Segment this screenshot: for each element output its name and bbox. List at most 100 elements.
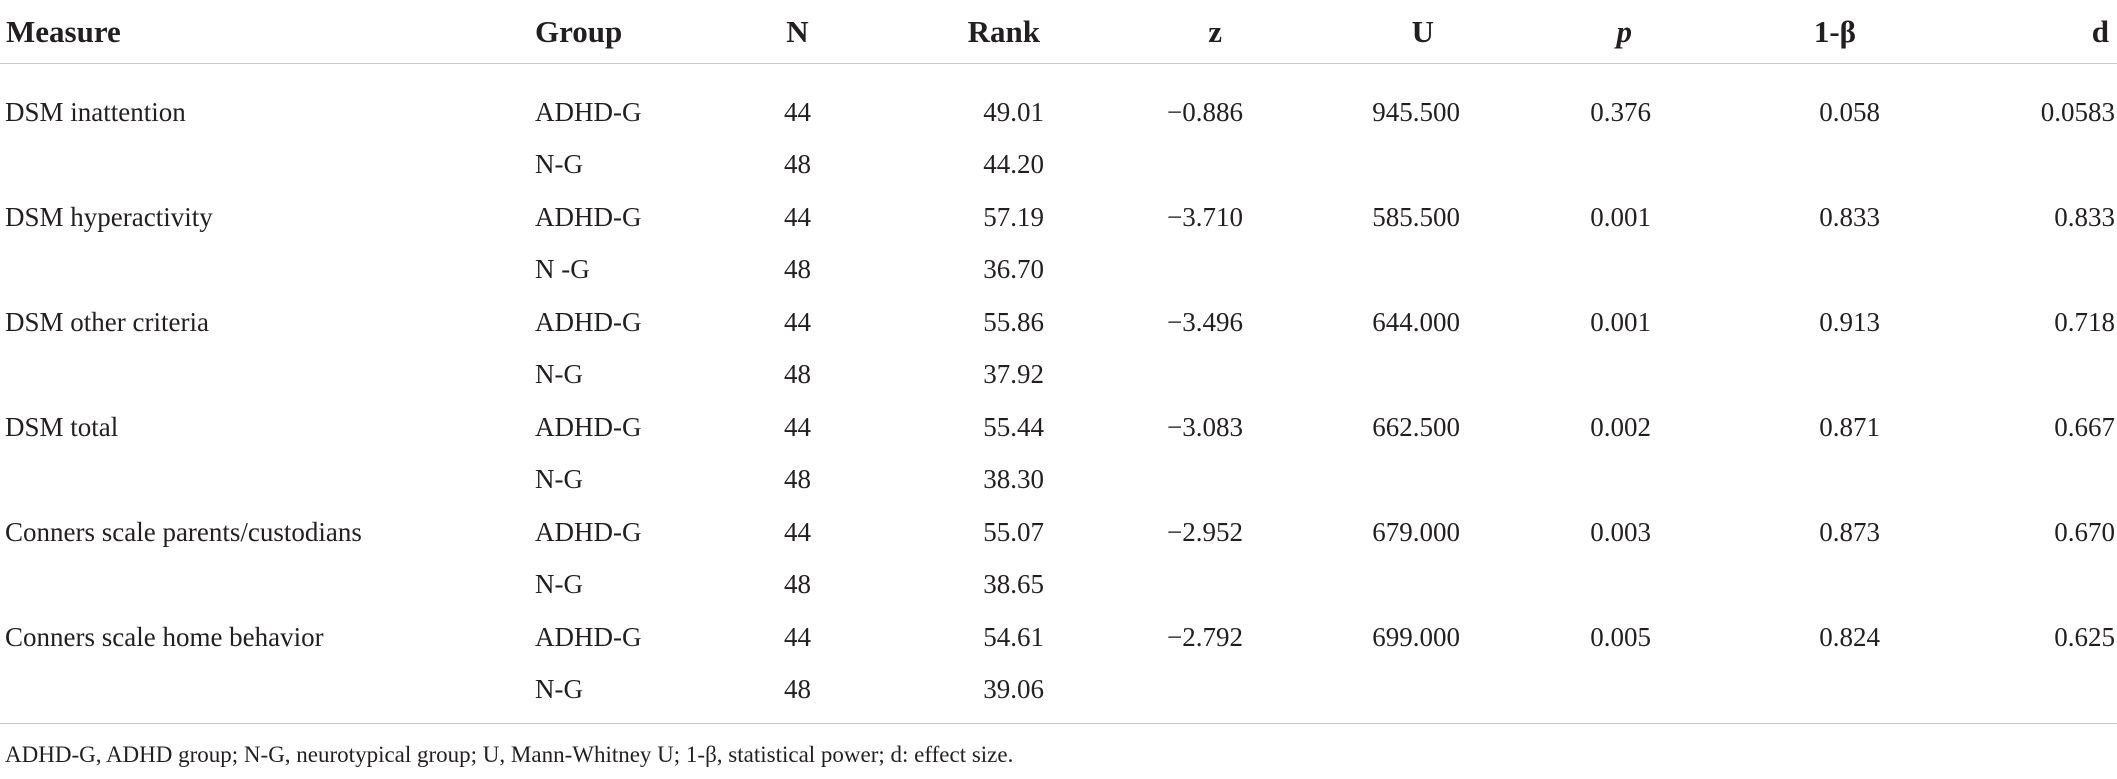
- cell-p: [1490, 139, 1685, 192]
- footnote-divider: [0, 723, 2117, 724]
- cell-power: [1685, 244, 1900, 297]
- cell-power: 0.058: [1819, 96, 1880, 127]
- cell-n: 44: [784, 516, 811, 547]
- cell-measure: Conners scale home behavior: [5, 621, 324, 652]
- cell-rank: 55.86: [983, 306, 1044, 337]
- cell-n: 48: [784, 359, 811, 390]
- cell-d: [1900, 349, 2117, 402]
- cell-power: [1685, 664, 1900, 733]
- cell-d: [1900, 559, 2117, 612]
- header-p: p: [1490, 0, 1685, 64]
- table-header: Measure Group N Rank z U p 1-β d: [0, 0, 2117, 64]
- cell-power: 0.871: [1819, 411, 1880, 442]
- cell-d: 0.670: [2054, 516, 2115, 547]
- cell-p: 0.003: [1590, 516, 1651, 547]
- cell-u: 699.000: [1372, 621, 1460, 652]
- cell-z: [1050, 664, 1265, 733]
- cell-group: N-G: [535, 674, 583, 705]
- header-u: U: [1265, 0, 1490, 64]
- cell-u: [1265, 664, 1490, 733]
- cell-z: [1050, 454, 1265, 507]
- cell-z: −3.496: [1167, 306, 1243, 337]
- cell-rank: 36.70: [983, 254, 1044, 285]
- cell-rank: 54.61: [983, 621, 1044, 652]
- cell-p: [1490, 349, 1685, 402]
- cell-power: [1685, 349, 1900, 402]
- cell-n: 44: [784, 96, 811, 127]
- cell-n: 48: [784, 149, 811, 180]
- cell-measure: [0, 559, 535, 612]
- header-n: N: [715, 0, 890, 64]
- cell-n: 48: [784, 254, 811, 285]
- cell-measure: [0, 244, 535, 297]
- cell-power: 0.913: [1819, 306, 1880, 337]
- table-footnote: ADHD-G, ADHD group; N-G, neurotypical gr…: [5, 742, 1014, 767]
- cell-p: [1490, 559, 1685, 612]
- cell-p: 0.002: [1590, 411, 1651, 442]
- cell-u: [1265, 139, 1490, 192]
- cell-measure: Conners scale parents/custodians: [5, 516, 362, 547]
- cell-rank: 57.19: [983, 201, 1044, 232]
- cell-n: 44: [784, 306, 811, 337]
- cell-rank: 37.92: [983, 359, 1044, 390]
- cell-z: −3.710: [1167, 201, 1243, 232]
- cell-z: −3.083: [1167, 411, 1243, 442]
- cell-z: [1050, 244, 1265, 297]
- cell-u: 585.500: [1372, 201, 1460, 232]
- cell-power: 0.833: [1819, 201, 1880, 232]
- cell-measure: DSM total: [5, 411, 119, 442]
- table-row: DSM other criteria ADHD-G 44 55.86 −3.496 644…: [0, 296, 2117, 349]
- table-row: DSM inattention ADHD-G 44 49.01 −0.886 945.50…: [0, 64, 2117, 139]
- table-body: DSM inattention ADHD-G 44 49.01 −0.886 945.50…: [0, 64, 2117, 733]
- header-row: Measure Group N Rank z U p 1-β d: [0, 0, 2117, 64]
- cell-rank: 55.44: [983, 411, 1044, 442]
- cell-power: 0.873: [1819, 516, 1880, 547]
- table-row: N-G 48 38.65: [0, 559, 2117, 612]
- cell-group: ADHD-G: [535, 621, 642, 652]
- cell-d: [1900, 139, 2117, 192]
- cell-measure: [0, 139, 535, 192]
- cell-n: 44: [784, 411, 811, 442]
- cell-u: 662.500: [1372, 411, 1460, 442]
- cell-u: 679.000: [1372, 516, 1460, 547]
- cell-power: [1685, 559, 1900, 612]
- cell-n: 44: [784, 201, 811, 232]
- cell-rank: 44.20: [983, 149, 1044, 180]
- cell-group: ADHD-G: [535, 516, 642, 547]
- table-row: Conners scale parents/custodians ADHD-G 44…: [0, 506, 2117, 559]
- cell-n: 44: [784, 621, 811, 652]
- cell-measure: DSM other criteria: [5, 306, 209, 337]
- cell-z: [1050, 559, 1265, 612]
- cell-rank: 38.65: [983, 569, 1044, 600]
- cell-n: 48: [784, 674, 811, 705]
- cell-measure: [0, 454, 535, 507]
- header-z: z: [1050, 0, 1265, 64]
- cell-z: [1050, 139, 1265, 192]
- cell-rank: 55.07: [983, 516, 1044, 547]
- cell-d: 0.0583: [2040, 96, 2115, 127]
- cell-p: [1490, 664, 1685, 733]
- cell-measure: DSM inattention: [5, 96, 186, 127]
- table-row: N-G 48 44.20: [0, 139, 2117, 192]
- cell-p: 0.376: [1590, 96, 1651, 127]
- cell-group: N-G: [535, 464, 583, 495]
- cell-p: 0.005: [1590, 621, 1651, 652]
- cell-power: 0.824: [1819, 621, 1880, 652]
- table-row: N -G 48 36.70: [0, 244, 2117, 297]
- cell-d: 0.718: [2054, 306, 2115, 337]
- cell-measure: [0, 349, 535, 402]
- cell-p: 0.001: [1590, 201, 1651, 232]
- cell-group: ADHD-G: [535, 411, 642, 442]
- cell-d: [1900, 454, 2117, 507]
- cell-u: [1265, 559, 1490, 612]
- results-table: Measure Group N Rank z U p 1-β d DSM ina…: [0, 0, 2117, 733]
- cell-u: [1265, 244, 1490, 297]
- cell-group: ADHD-G: [535, 96, 642, 127]
- cell-group: ADHD-G: [535, 201, 642, 232]
- cell-power: [1685, 454, 1900, 507]
- header-d: d: [1900, 0, 2117, 64]
- cell-p: [1490, 244, 1685, 297]
- cell-u: [1265, 349, 1490, 402]
- cell-rank: 39.06: [983, 674, 1044, 705]
